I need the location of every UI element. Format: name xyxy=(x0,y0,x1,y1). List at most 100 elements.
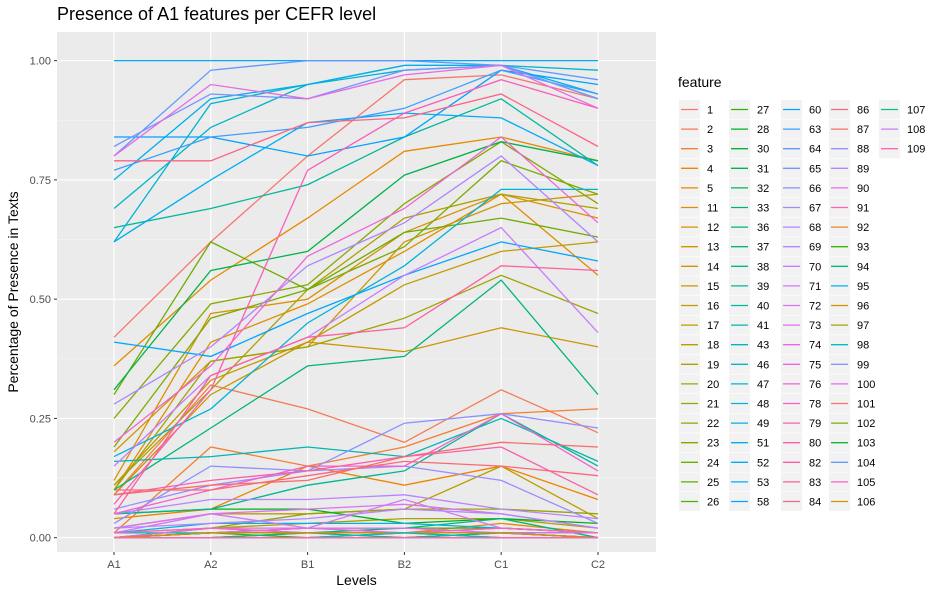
legend-item-43: 43 xyxy=(729,335,769,355)
series-line-11 xyxy=(113,136,599,367)
y-tick-label: 0.50 xyxy=(30,294,51,306)
legend-label: 2 xyxy=(707,124,713,136)
legend-item-22: 22 xyxy=(679,413,719,433)
legend-label: 37 xyxy=(757,242,769,254)
series-line-82 xyxy=(113,265,599,515)
legend-item-90: 90 xyxy=(829,178,869,198)
series-line-15 xyxy=(113,327,599,496)
series-line-74 xyxy=(113,64,599,157)
legend-label: 88 xyxy=(857,144,869,156)
legend-item-20: 20 xyxy=(679,374,719,394)
legend-item-60: 60 xyxy=(781,100,821,119)
legend-item-36: 36 xyxy=(729,217,769,237)
legend-item-78: 78 xyxy=(781,394,821,413)
series-line-80 xyxy=(113,446,599,496)
legend-label: 27 xyxy=(757,105,769,117)
legend-label: 97 xyxy=(857,320,869,332)
legend-item-92: 92 xyxy=(829,217,869,237)
legend-label: 5 xyxy=(707,183,713,195)
x-tick-label: C2 xyxy=(591,559,605,571)
legend-item-41: 41 xyxy=(729,315,769,335)
series-line-68 xyxy=(113,155,599,405)
legend-items: 1234511121314151617181920212223242526272… xyxy=(679,100,925,511)
legend-label: 109 xyxy=(907,144,925,156)
legend-label: 23 xyxy=(707,438,719,450)
legend-item-23: 23 xyxy=(679,433,719,453)
legend-label: 24 xyxy=(707,457,719,469)
legend-label: 92 xyxy=(857,222,869,234)
legend-item-33: 33 xyxy=(729,198,769,217)
legend-item-31: 31 xyxy=(729,158,769,178)
legend-item-17: 17 xyxy=(679,315,719,335)
series-line-75 xyxy=(113,136,599,443)
legend-item-68: 68 xyxy=(781,217,821,237)
legend-item-13: 13 xyxy=(679,237,719,257)
series-line-18 xyxy=(113,193,599,486)
legend-label: 41 xyxy=(757,320,769,332)
y-tick-label: 0.00 xyxy=(30,533,51,545)
legend-item-48: 48 xyxy=(729,394,769,413)
legend-label: 75 xyxy=(809,359,821,371)
legend-label: 65 xyxy=(809,163,821,175)
series-line-89 xyxy=(113,508,599,529)
legend-label: 107 xyxy=(907,105,925,117)
legend-item-97: 97 xyxy=(829,315,869,335)
x-tick-label: A1 xyxy=(107,559,120,571)
legend-item-93: 93 xyxy=(829,237,869,257)
series-line-13 xyxy=(113,193,599,481)
legend-label: 48 xyxy=(757,399,769,411)
legend-item-84: 84 xyxy=(781,492,821,511)
legend-label: 15 xyxy=(707,281,719,293)
series-line-63 xyxy=(113,69,599,171)
legend-item-1: 1 xyxy=(679,100,713,119)
legend-label: 31 xyxy=(757,163,769,175)
legend-item-26: 26 xyxy=(679,492,719,511)
legend-label: 83 xyxy=(809,477,821,489)
series-line-3 xyxy=(113,408,599,534)
legend-item-40: 40 xyxy=(729,296,769,315)
legend-label: 74 xyxy=(809,340,821,352)
legend-item-76: 76 xyxy=(781,374,821,394)
legend-item-82: 82 xyxy=(781,452,821,472)
x-tick-label: B1 xyxy=(301,559,314,571)
legend-item-65: 65 xyxy=(781,158,821,178)
legend-item-95: 95 xyxy=(829,276,869,296)
legend-label: 106 xyxy=(857,497,875,509)
legend-label: 89 xyxy=(857,163,869,175)
series-line-64 xyxy=(113,59,599,157)
legend-item-105: 105 xyxy=(829,472,875,492)
series-line-23 xyxy=(113,160,599,448)
legend-item-100: 100 xyxy=(829,374,875,394)
legend-label: 87 xyxy=(857,124,869,136)
legend-label: 72 xyxy=(809,301,821,313)
legend-item-70: 70 xyxy=(781,256,821,276)
series-line-87 xyxy=(113,441,599,496)
series-line-36 xyxy=(113,279,599,491)
legend-label: 38 xyxy=(757,261,769,273)
legend-label: 32 xyxy=(757,183,769,195)
legend-item-87: 87 xyxy=(829,119,869,139)
legend-item-51: 51 xyxy=(729,433,769,453)
series-line-66 xyxy=(113,413,599,524)
legend-item-86: 86 xyxy=(829,100,869,119)
legend-item-11: 11 xyxy=(679,198,718,217)
legend-label: 25 xyxy=(707,477,719,489)
series-line-65 xyxy=(113,64,599,148)
legend-label: 20 xyxy=(707,379,719,391)
legend-item-19: 19 xyxy=(679,354,719,374)
legend-label: 94 xyxy=(857,261,869,273)
legend-label: 70 xyxy=(809,261,821,273)
legend-item-99: 99 xyxy=(829,354,869,374)
legend-label: 19 xyxy=(707,359,719,371)
legend-item-106: 106 xyxy=(829,492,875,511)
legend-label: 73 xyxy=(809,320,821,332)
legend-label: 26 xyxy=(707,497,719,509)
legend-label: 69 xyxy=(809,242,821,254)
series-line-84 xyxy=(114,93,599,162)
legend-item-15: 15 xyxy=(679,276,719,296)
legend-item-39: 39 xyxy=(729,276,769,296)
legend-label: 13 xyxy=(707,242,719,254)
legend-item-58: 58 xyxy=(729,492,769,511)
legend-label: 18 xyxy=(707,340,719,352)
legend-label: 49 xyxy=(757,418,769,430)
